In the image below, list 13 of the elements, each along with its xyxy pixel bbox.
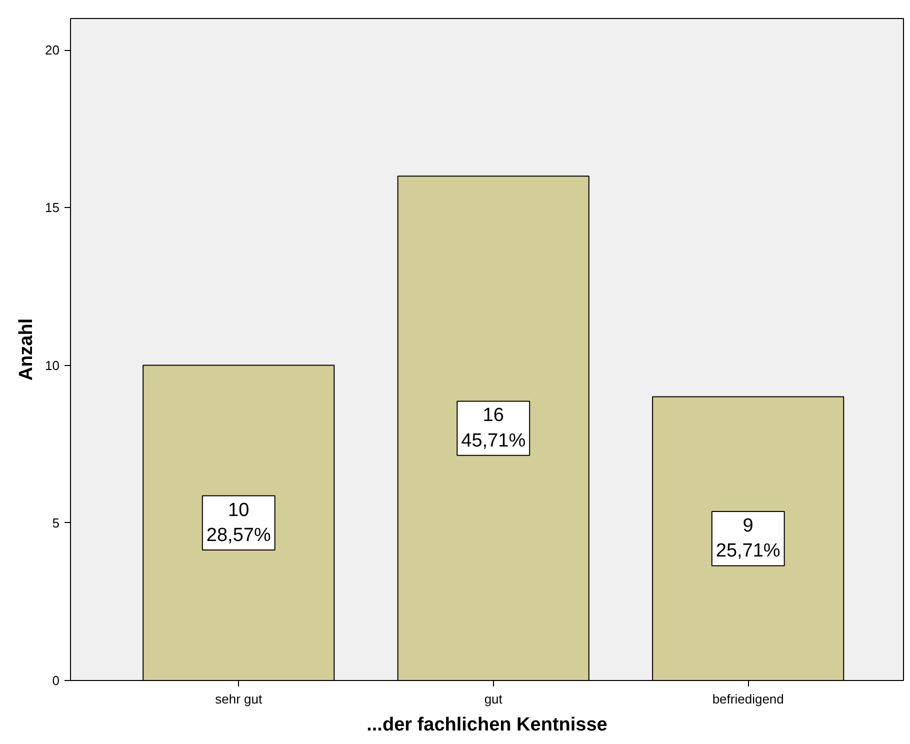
y-tick-label: 20 xyxy=(45,42,60,58)
data-label: 10 28,57% xyxy=(206,500,271,546)
data-label: 16 45,71% xyxy=(461,405,526,452)
y-tick-label: 5 xyxy=(52,515,60,530)
data-label: 9 25,71% xyxy=(716,516,780,562)
y-tick-label: 15 xyxy=(45,200,60,216)
y-tick-label: 10 xyxy=(45,358,60,373)
x-axis-title: ...der fachlichen Kentnisse xyxy=(366,714,608,736)
y-tick-label: 0 xyxy=(52,673,60,688)
x-tick-label: befriedigend xyxy=(712,692,784,706)
y-axis-title: Anzahl xyxy=(16,318,38,381)
x-tick-label: sehr gut xyxy=(215,692,263,706)
x-tick-label: gut xyxy=(484,692,503,706)
